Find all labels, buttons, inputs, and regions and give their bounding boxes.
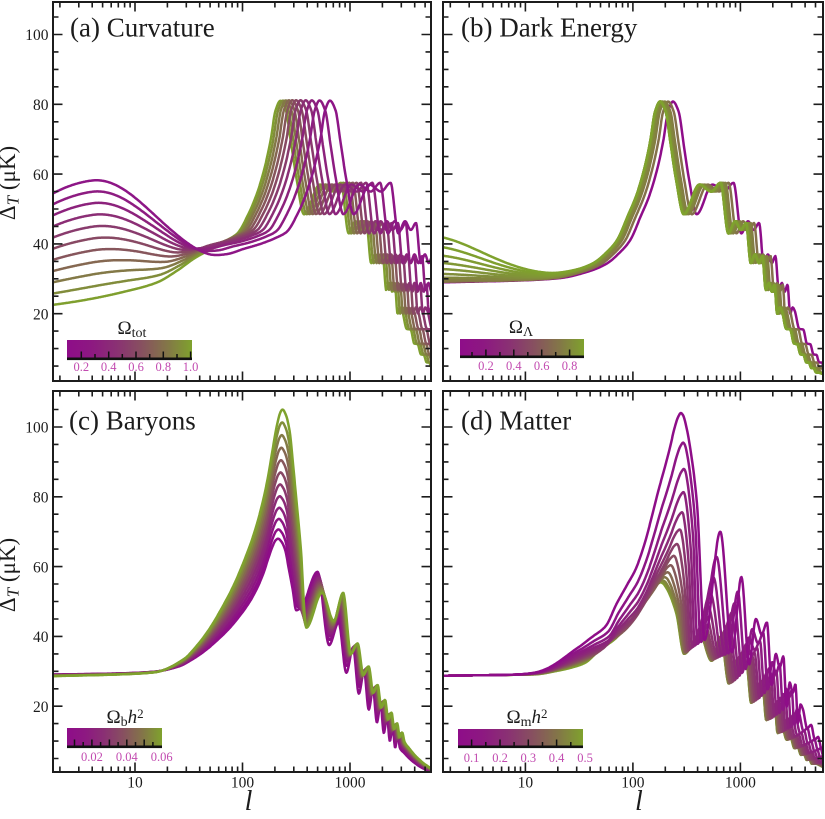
svg-text:0.2: 0.2 bbox=[492, 751, 508, 765]
svg-text:0.02: 0.02 bbox=[81, 750, 103, 764]
svg-text:0.8: 0.8 bbox=[562, 359, 578, 373]
svg-text:l: l bbox=[245, 786, 253, 814]
svg-text:100: 100 bbox=[231, 775, 255, 792]
svg-text:0.04: 0.04 bbox=[116, 750, 139, 764]
svg-text:1000: 1000 bbox=[335, 775, 366, 792]
svg-text:Ωmh2: Ωmh2 bbox=[506, 706, 547, 730]
svg-text:ΔT (μK): ΔT (μK) bbox=[0, 538, 23, 612]
svg-text:80: 80 bbox=[33, 97, 49, 114]
svg-text:(c) Baryons: (c) Baryons bbox=[69, 406, 196, 436]
svg-text:10: 10 bbox=[518, 775, 534, 792]
svg-text:0.4: 0.4 bbox=[549, 751, 565, 765]
svg-text:100: 100 bbox=[25, 27, 49, 44]
svg-text:100: 100 bbox=[25, 420, 49, 437]
svg-text:10: 10 bbox=[127, 775, 143, 792]
svg-text:(b) Dark Energy: (b) Dark Energy bbox=[461, 13, 638, 43]
svg-text:0.8: 0.8 bbox=[155, 360, 171, 374]
svg-text:l: l bbox=[635, 786, 643, 814]
svg-text:0.06: 0.06 bbox=[151, 750, 173, 764]
svg-text:0.1: 0.1 bbox=[464, 751, 480, 765]
svg-text:1.0: 1.0 bbox=[183, 360, 199, 374]
svg-text:20: 20 bbox=[33, 306, 49, 323]
svg-text:ΔT (μK): ΔT (μK) bbox=[0, 146, 23, 220]
svg-text:20: 20 bbox=[33, 699, 49, 716]
svg-text:0.6: 0.6 bbox=[128, 360, 144, 374]
svg-text:60: 60 bbox=[33, 559, 49, 576]
svg-text:40: 40 bbox=[33, 237, 49, 254]
svg-text:0.3: 0.3 bbox=[520, 751, 536, 765]
svg-text:(a) Curvature: (a) Curvature bbox=[70, 13, 215, 43]
svg-text:0.2: 0.2 bbox=[478, 359, 494, 373]
svg-text:60: 60 bbox=[33, 167, 49, 184]
svg-text:0.2: 0.2 bbox=[73, 360, 89, 374]
svg-text:80: 80 bbox=[33, 490, 49, 507]
svg-text:0.4: 0.4 bbox=[101, 360, 117, 374]
svg-text:0.5: 0.5 bbox=[577, 751, 593, 765]
svg-text:0.6: 0.6 bbox=[534, 359, 550, 373]
svg-text:0.4: 0.4 bbox=[506, 359, 522, 373]
svg-text:(d) Matter: (d) Matter bbox=[461, 406, 571, 436]
svg-text:100: 100 bbox=[621, 775, 645, 792]
svg-text:1000: 1000 bbox=[725, 775, 756, 792]
svg-text:40: 40 bbox=[33, 629, 49, 646]
